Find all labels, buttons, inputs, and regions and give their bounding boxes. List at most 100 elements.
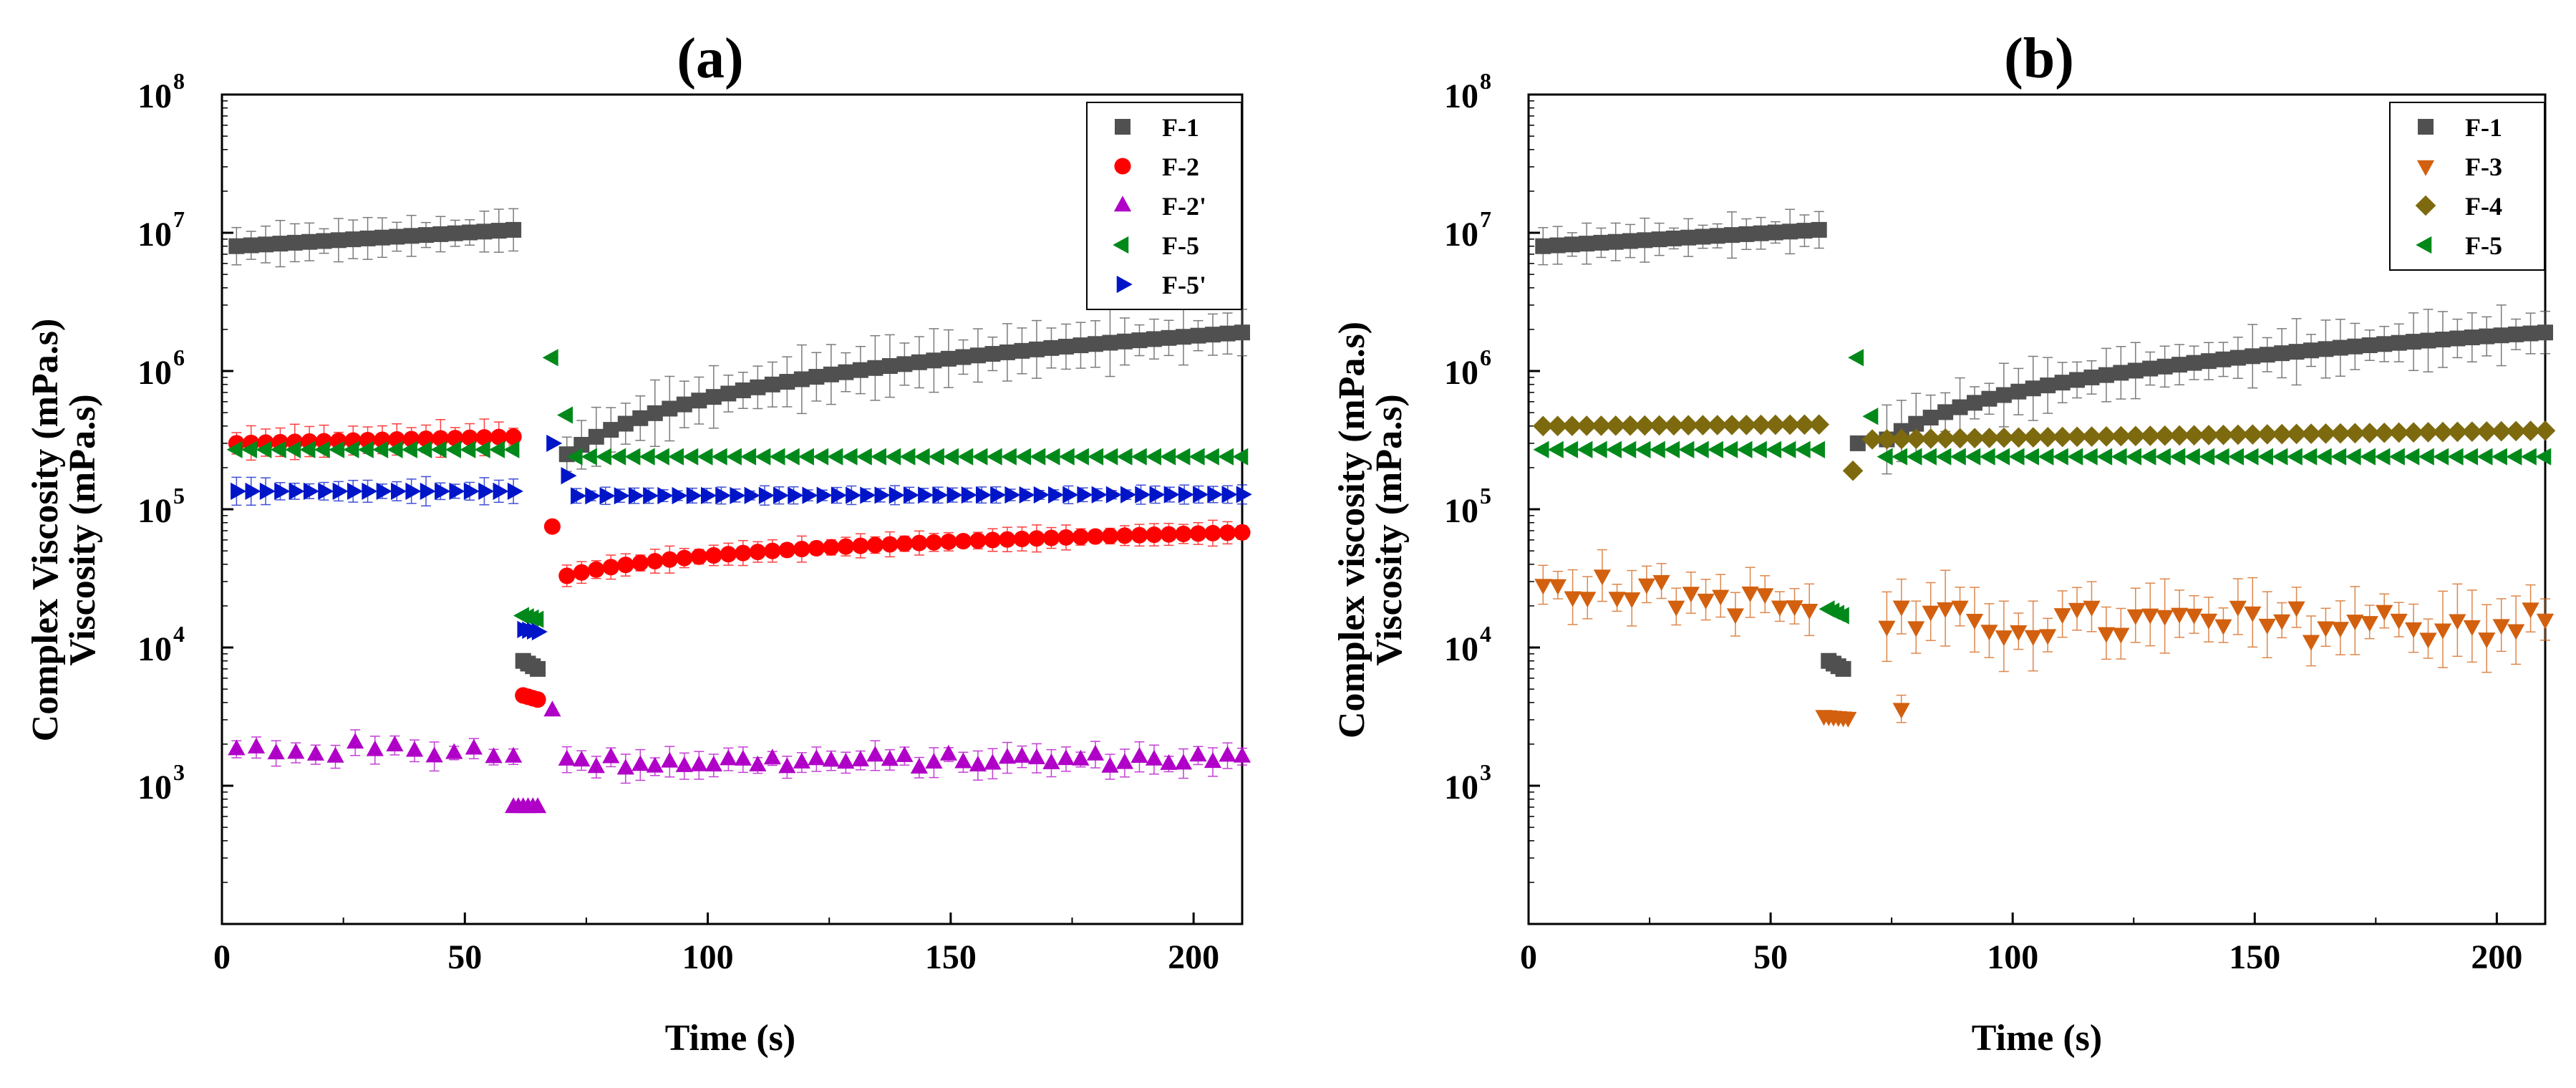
panel-b-point-F-4 [1964, 428, 1985, 448]
panel-b-point-F-3 [1801, 604, 1819, 620]
panel-a-point-F-1 [852, 362, 868, 378]
panel-b-point-F-4 [1950, 428, 1970, 449]
panel-a-point-F-5 [783, 448, 800, 466]
panel-a-y-tick-exponent: 7 [173, 206, 185, 232]
panel-a-point-F-5 [542, 349, 558, 367]
panel-a-point-F-2' [1233, 746, 1251, 763]
panel-b-point-F-3 [1786, 600, 1803, 617]
panel-b-point-F-4 [2505, 420, 2527, 442]
panel-b-point-F-5 [2535, 448, 2552, 466]
panel-b-point-F-3 [2434, 623, 2452, 640]
panel-a-point-F-5 [827, 448, 843, 466]
panel-b-point-F-3 [1623, 592, 1641, 609]
panel-a-point-F-2' [543, 701, 561, 717]
panel-b-point-F-3 [2214, 619, 2232, 635]
panel-a-point-F-5' [571, 487, 587, 505]
panel-a-point-F-5' [1077, 486, 1093, 504]
panel-a-point-F-5 [299, 441, 316, 458]
panel-b-point-F-3 [1951, 600, 1969, 617]
panel-b-point-F-1 [2406, 334, 2422, 350]
panel-b-point-F-3 [1771, 600, 1788, 617]
panel-a-point-F-2' [720, 749, 737, 766]
panel-b-point-F-3 [1579, 592, 1597, 608]
panel-a-point-F-2 [543, 518, 561, 535]
panel-b-ylabel-inner: Viscosity (mPa.s) [1369, 394, 1410, 665]
panel-a-point-F-5' [758, 486, 775, 504]
panel-a-point-F-2' [1086, 744, 1105, 761]
panel-b-point-F-1 [2347, 338, 2363, 355]
panel-b-point-F-3 [2024, 630, 2042, 646]
panel-a-point-F-2 [1160, 526, 1178, 543]
panel-a-point-F-1 [1057, 338, 1074, 355]
panel-a-point-F-2 [661, 551, 678, 568]
panel-a-point-F-1 [735, 382, 751, 398]
panel-a-point-F-2 [490, 428, 508, 446]
panel-b-point-F-4 [2154, 425, 2176, 446]
panel-a-point-F-5 [401, 441, 417, 458]
panel-b-point-F-5 [2330, 448, 2347, 466]
panel-b-point-F-3 [2449, 614, 2466, 630]
panel-b-point-F-3 [2199, 613, 2218, 630]
panel-b-point-F-5 [2433, 448, 2449, 466]
panel-a-point-F-5 [1203, 448, 1219, 466]
panel-a-ylabel-outer: Complex Viscosity (mPa.s) [25, 319, 66, 742]
panel-b-y-tick-label: 10 [1444, 77, 1478, 115]
panel-b-point-F-1 [1579, 236, 1595, 252]
panel-b-point-F-4 [2008, 427, 2029, 448]
panel-b-legend-label: F-5 [2465, 231, 2502, 260]
panel-a-point-F-5 [885, 448, 901, 466]
panel-b-point-F-1 [1981, 390, 1998, 407]
panel-a-point-F-5 [653, 448, 669, 466]
panel-a-point-F-1 [1219, 325, 1236, 342]
panel-a-point-F-2' [1145, 749, 1163, 766]
panel-b-point-F-3 [2317, 621, 2335, 637]
panel-b-point-F-1 [1651, 231, 1667, 248]
panel-b-point-F-5 [1979, 448, 1995, 466]
panel-a-point-F-1 [647, 405, 663, 421]
panel-a-point-F-1 [838, 364, 854, 380]
panel-b-point-F-4 [1794, 414, 1815, 435]
panel-a-legend-marker-F-2 [1114, 158, 1131, 175]
panel-a-point-F-2 [778, 541, 795, 559]
panel-a-series-F-2' [228, 701, 1251, 814]
panel-a-point-F-2' [485, 747, 503, 764]
panel-b-x-tick-label: 150 [2229, 938, 2280, 976]
panel-b-point-F-3 [2171, 607, 2189, 624]
panel-b-point-F-3 [1549, 579, 1567, 595]
panel-b-point-F-4 [1779, 414, 1801, 435]
panel-a-legend-label: F-2 [1162, 153, 1199, 181]
panel-b-point-F-1 [1637, 232, 1653, 249]
panel-a-point-F-2' [505, 746, 523, 763]
panel-b-point-F-5 [2213, 448, 2229, 466]
panel-a-point-F-2 [954, 533, 972, 550]
panel-a-point-F-5 [899, 448, 916, 466]
panel-b-point-F-4 [2491, 420, 2512, 442]
panel-a-point-F-2' [896, 746, 914, 762]
panel-a-point-F-5' [318, 482, 334, 500]
panel-a-point-F-5' [1163, 486, 1180, 504]
panel-b-y-tick-exponent: 7 [1480, 206, 1491, 232]
panel-a-point-F-1 [705, 389, 722, 405]
panel-b-point-F-5 [1877, 448, 1893, 466]
panel-b-point-F-3 [1878, 620, 1896, 637]
panel-b-point-F-1 [2156, 358, 2173, 375]
panel-a-point-F-5' [303, 482, 319, 500]
panel-a-point-F-5 [566, 448, 583, 466]
panel-a-point-F-2 [1219, 524, 1236, 541]
panel-a-point-F-2' [837, 753, 855, 769]
panel-a-point-F-1 [1014, 342, 1030, 359]
panel-b-point-F-4 [1751, 414, 1771, 435]
panel-a-point-F-5 [445, 441, 461, 458]
panel-b-point-F-5 [1766, 441, 1782, 458]
panel-b-point-F-1 [2054, 375, 2071, 391]
panel-a-point-F-2' [954, 752, 972, 769]
panel-a-point-F-5 [314, 441, 330, 458]
panel-b-ylabel-outer: Complex viscosity (mPa.s) [1332, 322, 1372, 738]
panel-a-point-F-5 [557, 406, 573, 424]
panel-b-point-F-4 [1808, 414, 1830, 435]
panel-a-point-F-2' [425, 746, 443, 763]
panel-b-point-F-5 [2360, 448, 2376, 466]
panel-a-point-F-2' [1101, 756, 1119, 773]
panel-a-point-F-2 [1042, 529, 1060, 547]
panel-b-point-F-5 [2447, 448, 2464, 466]
